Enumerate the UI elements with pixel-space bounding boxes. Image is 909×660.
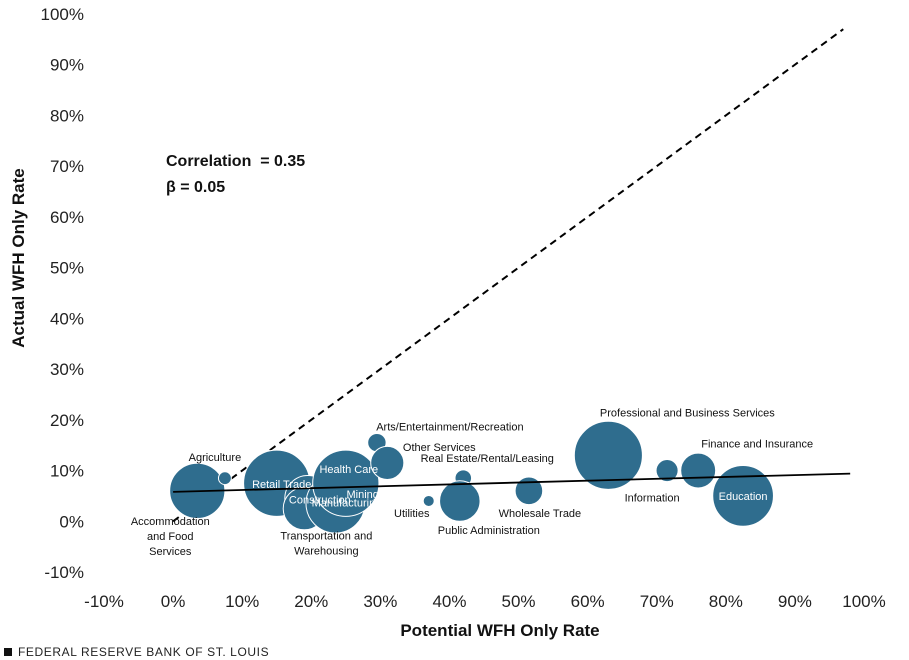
x-tick-label: 80%: [709, 592, 743, 611]
bubbles: [169, 420, 774, 534]
bubble-label: Professional and Business Services: [600, 407, 775, 419]
y-tick-label: -10%: [44, 563, 84, 582]
bubble-label: Transportation and Warehousing: [280, 531, 372, 558]
x-tick-label: 30%: [363, 592, 397, 611]
bubble: [439, 480, 481, 522]
x-tick-label: 60%: [571, 592, 605, 611]
y-tick-label: 30%: [50, 360, 84, 379]
reference-diagonal-line: [172, 28, 844, 523]
bubble-label: Mining: [347, 489, 379, 501]
bubble-label: Retail Trade: [252, 479, 311, 491]
bubble: [312, 449, 380, 517]
bubble-label: Accommodation and Food Services: [131, 516, 210, 558]
bubble-label: Real Estate/Rental/Leasing: [421, 453, 554, 465]
bubble: [514, 476, 544, 506]
bubble-label: Utilities: [394, 508, 430, 520]
x-axis-title: Potential WFH Only Rate: [400, 621, 599, 640]
bubble-label: Arts/Entertainment/Recreation: [376, 422, 523, 434]
bubble-label: Information: [625, 493, 680, 505]
regression-line: [173, 472, 851, 493]
bubble-label: Finance and Insurance: [701, 439, 813, 451]
y-tick-label: 70%: [50, 157, 84, 176]
bubble-label: Education: [719, 491, 768, 503]
bubble-label: Wholesale Trade: [499, 508, 582, 520]
x-tick-label: 70%: [640, 592, 674, 611]
y-axis-ticks: -10% 0% 10% 20% 30% 40% 50% 60% 70% 80% 90% 100%: [41, 5, 84, 582]
bubble: [422, 494, 435, 508]
y-tick-label: 100%: [41, 5, 84, 24]
x-tick-label: 40%: [432, 592, 466, 611]
bubble: [217, 471, 232, 486]
correlation-annotation: Correlation = 0.35: [166, 153, 305, 170]
y-tick-label: 80%: [50, 106, 84, 125]
source-text: FEDERAL RESERVE BANK OF ST. LOUIS: [18, 645, 270, 659]
x-tick-label: 100%: [842, 592, 885, 611]
x-tick-label: 0%: [161, 592, 186, 611]
y-tick-label: 50%: [50, 259, 84, 278]
y-tick-label: 90%: [50, 56, 84, 75]
y-tick-label: 40%: [50, 309, 84, 328]
bubble-label: Other Services: [403, 442, 476, 454]
x-tick-label: 20%: [294, 592, 328, 611]
x-axis-ticks: -10% 0% 10% 20% 30% 40% 50% 60% 70% 80% 90% 100%: [84, 592, 886, 611]
y-tick-label: 10%: [50, 462, 84, 481]
bubble-labels: Accommodation and Food Services Agriculture…: [131, 407, 813, 558]
bubble: [712, 465, 774, 527]
bubble-label: Agriculture: [189, 452, 242, 464]
square-icon: [4, 648, 12, 656]
bubble-label: Public Administration: [438, 525, 540, 537]
y-tick-label: 60%: [50, 208, 84, 227]
y-tick-label: 20%: [50, 411, 84, 430]
source-footer: FEDERAL RESERVE BANK OF ST. LOUIS: [4, 645, 269, 659]
beta-annotation: β = 0.05: [166, 179, 225, 196]
x-tick-label: 50%: [502, 592, 536, 611]
x-tick-label: 10%: [225, 592, 259, 611]
bubble-label: Construction: [289, 494, 351, 506]
bubble-label: Health Care: [319, 464, 378, 476]
y-tick-label: 0%: [59, 512, 84, 531]
bubble: [655, 459, 679, 483]
y-axis-title: Actual WFH Only Rate: [9, 168, 28, 347]
bubble: [573, 420, 643, 490]
bubble-label: Manufacturing: [312, 498, 382, 510]
x-tick-label: -10%: [84, 592, 124, 611]
x-tick-label: 90%: [778, 592, 812, 611]
bubble: [680, 452, 717, 489]
bubble: [370, 445, 405, 480]
